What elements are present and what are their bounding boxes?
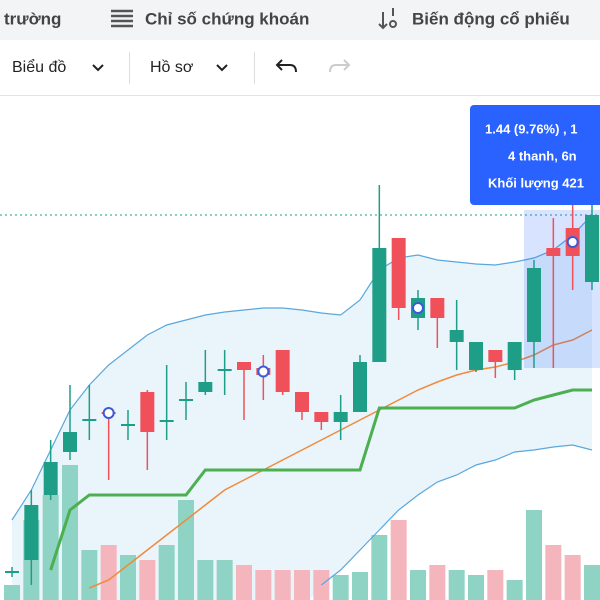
candle-body — [295, 392, 309, 412]
volume-bar — [120, 555, 136, 600]
candle-body — [469, 342, 483, 370]
nav-bar — [0, 0, 600, 40]
volume-bar — [468, 575, 484, 600]
volume-bar — [410, 570, 426, 600]
sort-icon — [378, 8, 397, 30]
volume-bar — [390, 520, 407, 600]
candle-marker — [257, 365, 270, 378]
volume-bar — [139, 560, 156, 600]
candle-body — [5, 571, 19, 573]
candle-body — [546, 248, 561, 256]
tooltip-line: Khối lượng 421 — [488, 175, 584, 190]
volume-bar — [197, 560, 214, 600]
candle-body — [372, 248, 387, 362]
candle-marker — [566, 236, 579, 248]
indicator-line — [49, 388, 592, 571]
nav-item[interactable]: trường — [4, 9, 61, 28]
candle-body — [430, 298, 445, 318]
chart — [0, 185, 600, 600]
volume-bar — [487, 570, 504, 600]
chevron — [92, 64, 104, 72]
band-upper — [11, 214, 593, 521]
volume-bar — [158, 545, 175, 600]
volume-bar — [100, 545, 117, 600]
volume-bar — [42, 495, 59, 600]
nav-item[interactable]: Chỉ số chứng khoán — [145, 9, 309, 28]
volume-bar — [4, 585, 20, 600]
redo-button[interactable] — [329, 59, 351, 73]
volume-bar — [371, 535, 388, 600]
candle-body — [43, 462, 58, 495]
candle-body — [585, 215, 599, 282]
candle-marker — [412, 302, 424, 314]
volume-bar — [429, 565, 446, 600]
volume-bar — [332, 575, 349, 600]
volume-bar — [564, 555, 581, 600]
candle-body — [527, 268, 541, 342]
candle-body — [82, 419, 97, 421]
volume-bar — [178, 500, 194, 600]
candle-body — [237, 362, 251, 370]
volume-bar — [255, 570, 272, 600]
volume-bar — [352, 572, 368, 600]
tooltip: 1.44 (9.76%) , 1 4 thanh, 6n Khối lượng … — [470, 105, 600, 205]
candle-body — [449, 330, 464, 342]
volume-bar — [448, 570, 465, 600]
candle-marker — [102, 407, 115, 419]
volume-bar — [274, 570, 291, 600]
volume-bar — [545, 545, 562, 600]
candle-body — [333, 412, 348, 422]
candle-body — [275, 350, 290, 392]
volume-bar — [294, 570, 310, 600]
volume-bar — [236, 565, 252, 600]
candle-body — [24, 505, 39, 560]
candle-body — [314, 412, 329, 422]
candle-body — [179, 399, 193, 401]
candle-body — [391, 238, 406, 308]
volume-bar — [506, 580, 523, 600]
volume-bar — [584, 565, 600, 600]
candle-body — [121, 424, 135, 426]
candle-body — [507, 342, 522, 370]
candle-body — [488, 350, 503, 362]
volume-bar — [62, 465, 78, 600]
volume-bar — [526, 510, 542, 600]
chevron — [216, 64, 228, 72]
candle-body — [353, 362, 367, 412]
menu-icon — [111, 9, 133, 28]
toolbar-button[interactable]: Biểu đồ — [12, 58, 66, 76]
candle-body — [159, 420, 174, 422]
band-lower — [320, 444, 593, 586]
candle-body — [198, 382, 213, 392]
candle-body — [63, 432, 77, 452]
candle-body — [217, 369, 232, 371]
tooltip-line: 4 thanh, 6n — [508, 148, 577, 163]
tooltip-line: 1.44 (9.76%) , 1 — [485, 121, 578, 136]
tooltip-box — [470, 105, 600, 205]
toolbar-button[interactable]: Hồ sơ — [150, 59, 194, 76]
volume-bar — [81, 550, 98, 600]
nav-item[interactable]: Biến động cổ phiếu — [412, 9, 570, 28]
volume-bar — [216, 560, 233, 600]
candle-body — [140, 392, 155, 432]
undo-button[interactable] — [275, 59, 297, 73]
